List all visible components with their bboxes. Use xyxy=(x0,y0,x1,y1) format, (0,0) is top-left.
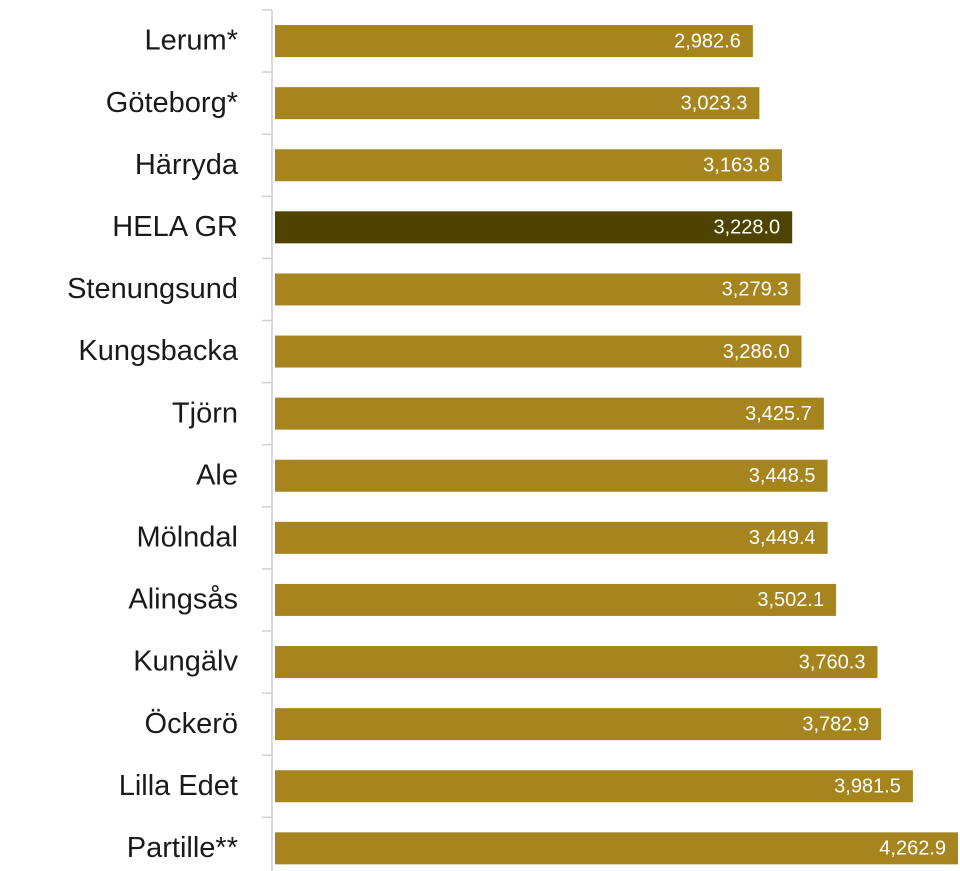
bar xyxy=(275,211,793,244)
category-label: Öckerö xyxy=(145,708,238,740)
bar xyxy=(275,459,828,492)
bar xyxy=(275,832,958,865)
value-label: 3,448.5 xyxy=(749,465,816,487)
category-label: Kungsbacka xyxy=(78,335,238,367)
value-label: 3,502.1 xyxy=(757,589,824,611)
value-label: 3,425.7 xyxy=(745,403,812,425)
bar xyxy=(275,273,801,306)
category-label: Stenungsund xyxy=(67,273,238,305)
value-label: 3,286.0 xyxy=(723,341,790,363)
category-label: Lilla Edet xyxy=(119,770,238,802)
value-label: 3,760.3 xyxy=(799,651,866,673)
category-label: Mölndal xyxy=(136,522,238,554)
category-label: HELA GR xyxy=(112,211,238,243)
bar xyxy=(275,770,913,803)
value-label: 4,262.9 xyxy=(879,838,946,860)
value-label: 3,163.8 xyxy=(703,155,770,177)
bar xyxy=(275,335,802,368)
category-label: Lerum* xyxy=(145,25,239,57)
bar xyxy=(275,583,837,616)
category-label: Härryda xyxy=(135,149,239,181)
category-label: Alingsås xyxy=(128,584,238,616)
value-label: 3,449.4 xyxy=(749,527,816,549)
bar xyxy=(275,646,878,679)
bar xyxy=(275,25,753,58)
bar xyxy=(275,87,760,120)
bar xyxy=(275,397,824,430)
category-label: Tjörn xyxy=(172,397,238,429)
bar xyxy=(275,149,782,182)
value-label: 3,981.5 xyxy=(834,776,901,798)
value-label: 2,982.6 xyxy=(674,30,741,52)
value-label: 3,023.3 xyxy=(681,92,748,114)
bar xyxy=(275,521,828,554)
value-label: 3,228.0 xyxy=(713,217,780,239)
category-label: Ale xyxy=(196,459,238,491)
value-label: 3,279.3 xyxy=(722,279,789,301)
value-label: 3,782.9 xyxy=(802,713,869,735)
bar xyxy=(275,708,882,741)
category-label: Partille** xyxy=(127,832,238,864)
category-label: Kungälv xyxy=(133,646,238,678)
category-label: Göteborg* xyxy=(106,87,238,119)
